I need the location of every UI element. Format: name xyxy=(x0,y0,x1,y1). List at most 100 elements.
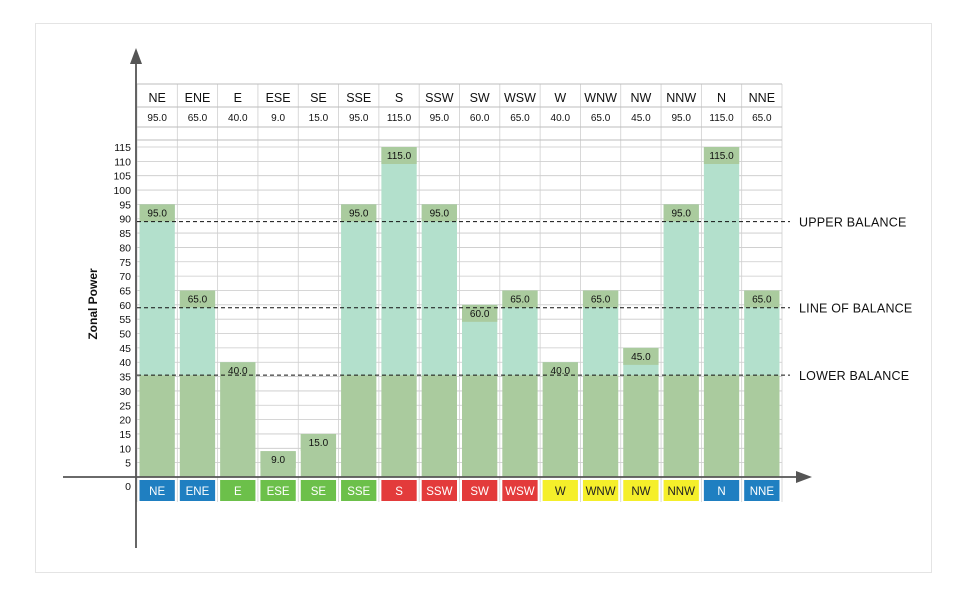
y-tick-label: 90 xyxy=(119,214,131,226)
header-value: 115.0 xyxy=(709,113,734,124)
axis-category-cell xyxy=(462,480,498,501)
header-value: 65.0 xyxy=(752,113,772,124)
bar-cap xyxy=(502,290,538,308)
header-category: E xyxy=(234,91,242,105)
axis-category-cell xyxy=(220,480,256,501)
x-tick-label: ESE xyxy=(267,486,290,498)
y-tick-label: 55 xyxy=(119,314,131,326)
x-tick-label: N xyxy=(717,486,725,498)
header-value: 65.0 xyxy=(591,113,611,124)
header-category: NE xyxy=(148,91,165,105)
reference-label: UPPER BALANCE xyxy=(799,216,907,230)
header-value: 115.0 xyxy=(387,113,412,124)
data-label: 95.0 xyxy=(349,208,369,219)
y-tick-label: 75 xyxy=(119,257,131,269)
data-label: 115.0 xyxy=(387,151,412,162)
header-category: SW xyxy=(470,91,490,105)
x-tick-label: E xyxy=(234,486,242,498)
header-value: 95.0 xyxy=(349,113,369,124)
header-category: ENE xyxy=(185,91,211,105)
y-tick-label: 25 xyxy=(119,400,131,412)
bar-w-lower xyxy=(542,375,578,477)
bar-cap xyxy=(139,204,175,222)
header-category: WNW xyxy=(584,91,617,105)
y-tick-label: 45 xyxy=(119,343,131,355)
bar-cap xyxy=(462,304,498,322)
x-tick-label: SSE xyxy=(347,486,370,498)
y-tick-label: 50 xyxy=(119,329,131,341)
bar-ne-lower xyxy=(139,375,175,477)
y-tick-label: 30 xyxy=(119,386,131,398)
header-value: 60.0 xyxy=(470,113,490,124)
bar-nnw-upper xyxy=(663,204,699,376)
header-value: 95.0 xyxy=(430,113,450,124)
y-tick-label: 60 xyxy=(119,300,131,312)
y-tick-label: 110 xyxy=(114,156,131,168)
reference-label: LOWER BALANCE xyxy=(799,369,909,383)
reference-label: LINE OF BALANCE xyxy=(799,302,912,316)
data-label: 45.0 xyxy=(631,352,651,363)
bar-s-lower xyxy=(381,375,417,477)
axis-category-cell xyxy=(502,480,538,501)
y-tick-label: 85 xyxy=(119,228,131,240)
header-category: W xyxy=(554,91,566,105)
x-tick-label: ENE xyxy=(186,486,210,498)
header-category: ESE xyxy=(266,91,291,105)
data-label: 15.0 xyxy=(309,438,329,449)
x-tick-label: SE xyxy=(311,486,327,498)
header-value: 40.0 xyxy=(228,113,248,124)
y-tick-label: 115 xyxy=(114,142,131,154)
axis-category-cell xyxy=(623,480,659,501)
header-value: 45.0 xyxy=(631,113,651,124)
x-tick-label: S xyxy=(395,486,403,498)
bar-sw-lower xyxy=(462,375,498,477)
data-label: 65.0 xyxy=(752,294,772,305)
x-tick-label: NNW xyxy=(667,486,695,498)
bar-ssw-upper xyxy=(421,204,457,376)
axis-category-cell xyxy=(663,480,699,501)
axis-category-cell xyxy=(542,480,578,501)
header-category: SE xyxy=(310,91,327,105)
y-tick-label: 100 xyxy=(113,185,131,197)
bar-sse-upper xyxy=(341,204,377,376)
bar-cap xyxy=(703,147,740,164)
bar-s-upper xyxy=(381,147,417,376)
y-tick-label: 65 xyxy=(119,285,131,297)
x-tick-label: NE xyxy=(149,486,165,498)
bar-sse-lower xyxy=(341,375,377,477)
bar-cap xyxy=(623,347,659,365)
x-tick-label: NW xyxy=(631,486,650,498)
data-label: 60.0 xyxy=(470,309,490,320)
y-tick-label: 35 xyxy=(119,372,131,384)
bar-cap xyxy=(300,433,337,451)
data-label: 65.0 xyxy=(510,294,530,305)
x-tick-label: W xyxy=(555,486,566,498)
header-value: 9.0 xyxy=(271,113,285,124)
bar-cap xyxy=(381,147,417,164)
axis-category-cell xyxy=(260,480,296,501)
header-value: 65.0 xyxy=(510,113,530,124)
axis-category-cell xyxy=(139,480,175,501)
data-label: 95.0 xyxy=(430,208,450,219)
data-label: 65.0 xyxy=(188,294,208,305)
data-label: 115.0 xyxy=(709,151,734,162)
bar-n-lower xyxy=(703,375,740,477)
bar-wnw-lower xyxy=(582,375,619,477)
y-tick-label: 15 xyxy=(119,429,131,441)
header-value: 95.0 xyxy=(671,113,691,124)
bar-nw-lower xyxy=(623,375,659,477)
axis-category-cell xyxy=(341,480,377,501)
header-category: SSW xyxy=(425,91,454,105)
bar-ssw-lower xyxy=(421,375,457,477)
header-category: S xyxy=(395,91,403,105)
y-axis-arrow xyxy=(130,48,142,64)
header-category: SSE xyxy=(346,91,371,105)
header-category: NW xyxy=(630,91,651,105)
y-axis-label: Zonal Power xyxy=(86,268,100,340)
y-tick-label: 10 xyxy=(119,443,131,455)
axis-category-cell xyxy=(381,480,417,501)
x-tick-label: NNE xyxy=(750,486,775,498)
y-tick-label: 80 xyxy=(119,242,131,254)
bar-cap xyxy=(663,204,699,222)
header-category: NNW xyxy=(666,91,696,105)
